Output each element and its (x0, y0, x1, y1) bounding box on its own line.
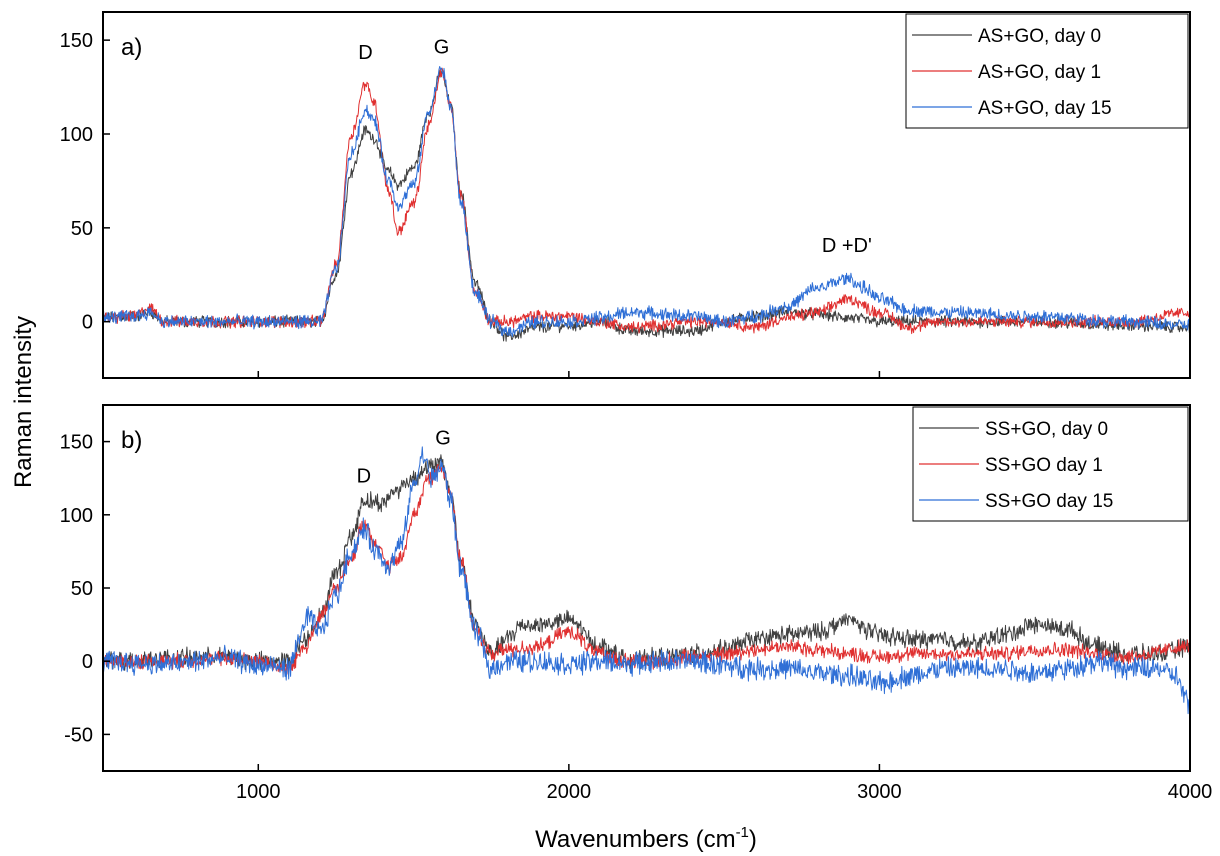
panel-a-legend-label: AS+GO, day 15 (978, 98, 1112, 119)
panel-b-legend-label: SS+GO day 1 (985, 455, 1103, 476)
panel-a-legend-label: AS+GO, day 1 (978, 62, 1101, 83)
panel-b-y-tick-label: 50 (71, 578, 93, 600)
x-axis-title-sup: -1 (736, 824, 749, 841)
x-axis-title-close: ) (749, 826, 757, 853)
panel-b-legend: SS+GO, day 0 SS+GO day 1 SS+GO day 15 (912, 406, 1189, 522)
panel-a-y-tick-label: 0 (82, 312, 93, 334)
panel-a-annotation: G (434, 36, 450, 58)
panel-a-y-tick-label: 150 (60, 30, 93, 52)
x-axis-title: Wavenumbers (cm-1) (535, 824, 757, 853)
panel-a-annotations: D G D +D' (358, 36, 872, 257)
panel-a-frame (102, 11, 1191, 379)
panel-a-annotation: D (358, 42, 372, 64)
panel-b-legend-label: SS+GO day 15 (985, 491, 1113, 512)
panel-b-y-tick-label: 150 (60, 432, 93, 454)
panel-b-x-tick-label: 1000 (236, 781, 281, 803)
panel-b-annotation: D (357, 466, 371, 488)
panel-b-label: b) (121, 427, 142, 454)
panel-a-annotation: D +D' (822, 235, 872, 257)
panel-b-y-tick-label: 0 (82, 651, 93, 673)
panel-a-legend: AS+GO, day 0 AS+GO, day 1 AS+GO, day 15 (905, 13, 1189, 129)
panel-b-legend-label: SS+GO, day 0 (985, 419, 1108, 440)
panel-a-ticks: 0 50 100 150 (60, 30, 1191, 378)
panel-a-series-line-3 (103, 66, 1190, 338)
panel-b-annotations: DG (357, 428, 451, 488)
panel-b-y-tick-label: 100 (60, 505, 93, 527)
panel-b-annotation: G (435, 428, 451, 450)
panel-a-y-tick-label: 100 (60, 124, 93, 146)
panel-b-x-tick-label: 4000 (1168, 781, 1213, 803)
x-axis-title-main: Wavenumbers (cm (535, 826, 735, 853)
panel-b-series (103, 446, 1190, 715)
panel-b-series-line-1 (103, 454, 1190, 672)
panel-b-x-tick-label: 3000 (857, 781, 902, 803)
panel-b-x-tick-label: 2000 (547, 781, 592, 803)
y-axis-title: Raman intensity (10, 316, 37, 488)
panel-b-series-line-3 (103, 446, 1190, 715)
panel-a-y-tick-label: 50 (71, 218, 93, 240)
panel-a-legend-label: AS+GO, day 0 (978, 26, 1101, 47)
panel-b-y-tick-label: -50 (64, 724, 93, 746)
panel-a-label: a) (121, 34, 142, 61)
panel-b-ticks: 1000 2000 3000 4000 -50 0 50 100 150 (60, 432, 1213, 803)
panel-a-series (103, 66, 1190, 342)
